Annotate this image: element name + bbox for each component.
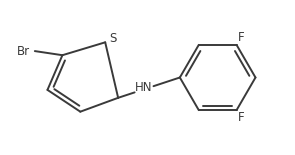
Text: F: F	[238, 31, 244, 44]
Text: F: F	[238, 111, 244, 124]
Text: HN: HN	[135, 81, 153, 94]
Text: S: S	[109, 32, 117, 45]
Text: Br: Br	[17, 45, 30, 58]
